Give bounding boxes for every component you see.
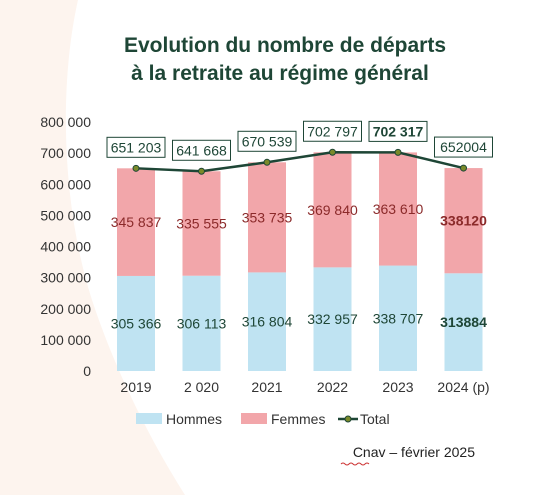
y-tick-label: 800 000 [40,114,91,130]
legend: Hommes Femmes Total [136,411,390,427]
y-tick-label: 300 000 [40,270,91,286]
total-line [132,148,467,175]
bars [117,152,483,371]
label-total-box [368,120,428,142]
label-total: 651 203 [111,139,162,155]
legend-label-hommes: Hommes [166,411,222,427]
x-tick-label: 2021 [251,379,282,395]
label-hommes: 316 804 [242,314,293,330]
x-tick-label: 2024 (p) [437,379,489,395]
y-tick-label: 500 000 [40,207,91,223]
total-point [263,158,271,166]
label-total-box [172,139,231,161]
label-femmes: 338120 [440,213,487,229]
x-axis: 2019 2 020 2021 2022 2023 2024 (p) [120,379,489,395]
y-tick-label: 100 000 [40,332,91,348]
label-hommes: 338 707 [373,310,424,326]
total-point [394,148,402,156]
source-note: Cnav – février 2025 [353,444,475,460]
x-tick-label: 2019 [120,379,151,395]
bar-hommes [313,267,352,371]
spellcheck-underline [340,462,370,466]
label-hommes: 313884 [440,314,487,330]
label-total-box [434,136,493,158]
y-tick-label: 400 000 [40,239,91,255]
bar-femmes [379,152,417,266]
label-total: 641 668 [176,142,227,158]
x-tick-label: 2 020 [184,379,219,395]
label-hommes: 305 366 [111,315,162,331]
y-tick-label: 0 [83,363,91,379]
bar-femmes [182,171,221,276]
x-tick-label: 2023 [382,379,413,395]
bar-hommes [182,275,221,371]
bar-hommes [379,265,417,371]
label-total: 702 317 [373,123,424,139]
label-femmes: 363 610 [373,201,424,217]
total-point [460,164,467,172]
label-total-box [303,120,362,142]
y-axis: 0 100 000 200 000 300 000 400 000 500 000 600 … [40,114,91,379]
y-tick-label: 700 000 [40,145,91,161]
label-total-box [106,136,166,158]
bar-femmes [117,168,155,276]
label-hommes: 306 113 [177,315,227,331]
bar-femmes [444,168,483,274]
legend-swatch-hommes [136,413,162,424]
label-total: 652004 [440,139,487,155]
legend-label-femmes: Femmes [271,411,325,427]
bar-hommes [248,272,286,371]
y-tick-label: 600 000 [40,176,91,192]
label-femmes: 353 735 [242,209,293,225]
legend-swatch-femmes [241,413,267,424]
label-hommes: 332 957 [307,311,358,327]
total-line-path [135,151,464,173]
total-point [198,167,205,175]
label-total: 670 539 [242,133,293,149]
legend-marker-total [344,415,352,423]
legend-label-total: Total [360,411,390,427]
chart-title-line-1: Evolution du nombre de départs [124,34,446,57]
label-femmes: 335 555 [176,216,227,232]
chart-title-line-2: à la retraite au régime général [131,62,429,85]
y-tick-label: 200 000 [40,301,91,317]
bar-femmes [313,152,352,268]
data-labels: 305 366 345 837 651 203 306 113 335 555 641 6… [106,120,493,331]
total-point [132,164,140,172]
bar-femmes [248,162,286,273]
label-total-box [237,130,297,152]
label-total: 702 797 [307,123,358,139]
x-tick-label: 2022 [317,379,348,395]
total-point [329,148,336,156]
label-femmes: 369 840 [307,202,358,218]
bar-hommes [117,275,155,371]
label-femmes: 345 837 [111,214,162,230]
bar-hommes [444,273,483,371]
